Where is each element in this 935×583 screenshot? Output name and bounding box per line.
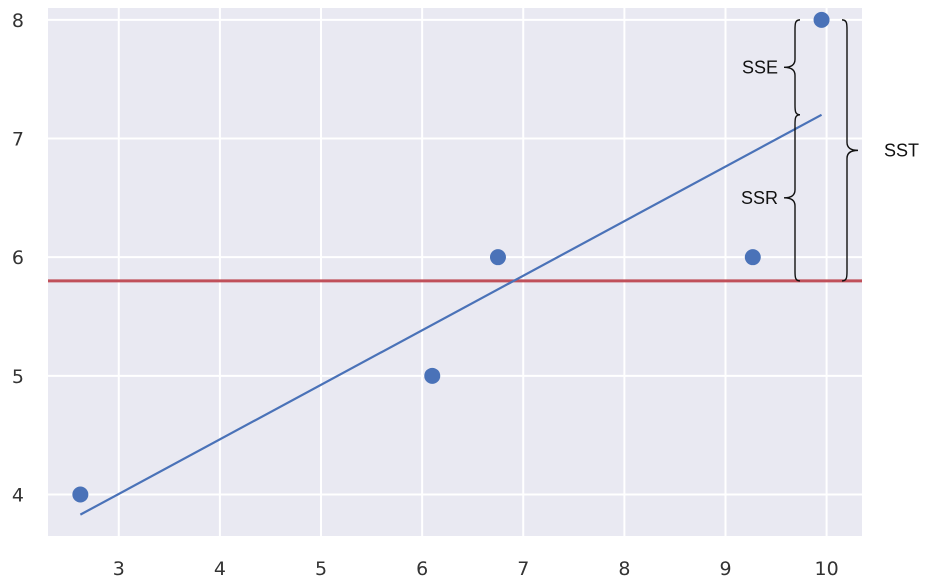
regression-line — [79, 113, 823, 516]
sse-label: SSE — [742, 57, 778, 77]
ssr-brace — [783, 114, 801, 282]
x-tick-label: 6 — [416, 558, 428, 580]
sse-brace — [783, 19, 801, 116]
data-point — [489, 249, 506, 266]
y-tick-label: 7 — [12, 129, 24, 151]
y-tick-label: 6 — [12, 247, 24, 269]
sum-of-squares-braces — [783, 19, 859, 282]
x-grid-lines — [117, 8, 828, 536]
x-tick-label: 8 — [618, 558, 630, 580]
x-tick-label: 9 — [719, 558, 731, 580]
ssr-label: SSR — [741, 188, 778, 208]
sst-label: SST — [884, 140, 919, 160]
x-tick-labels: 3 4 5 6 7 8 9 10 — [113, 558, 839, 580]
x-tick-label: 4 — [214, 558, 226, 580]
y-grid-lines — [48, 18, 862, 496]
sst-brace — [841, 19, 859, 282]
y-tick-labels: 4 5 6 7 8 — [12, 10, 24, 507]
data-point — [744, 249, 761, 266]
data-point — [72, 486, 89, 503]
x-tick-label: 3 — [113, 558, 125, 580]
y-tick-label: 8 — [12, 10, 24, 32]
plot-area — [48, 8, 862, 536]
data-point — [424, 367, 441, 384]
x-tick-label: 10 — [815, 558, 839, 580]
y-tick-label: 5 — [12, 366, 24, 388]
y-tick-label: 4 — [12, 484, 24, 506]
x-tick-label: 7 — [517, 558, 529, 580]
data-point — [813, 11, 830, 28]
x-tick-label: 5 — [315, 558, 327, 580]
data-points — [72, 11, 830, 503]
